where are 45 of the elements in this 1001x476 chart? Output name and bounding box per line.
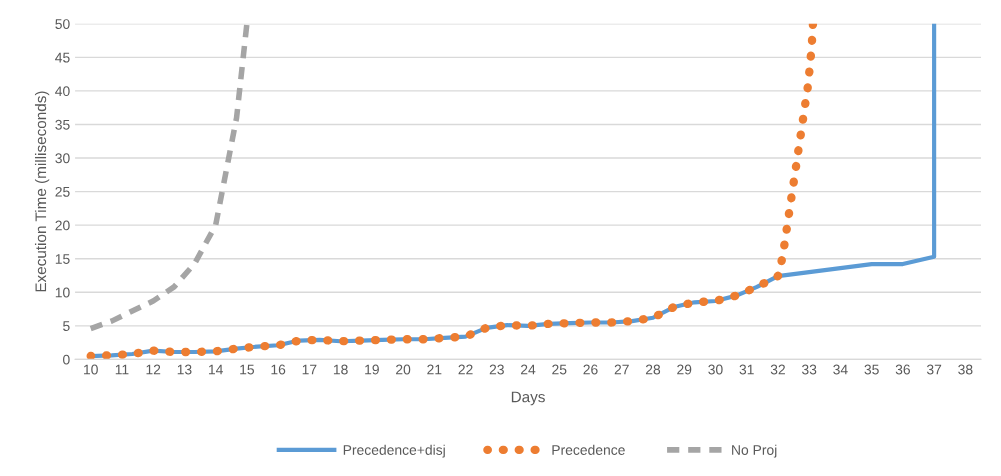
legend-label: No Proj: [732, 444, 777, 458]
y-tick-label: 0: [63, 354, 70, 365]
x-tick-label: 38: [958, 364, 973, 375]
legend-label: Precedence+disj: [343, 444, 445, 458]
y-tick-label: 40: [55, 86, 70, 97]
x-tick-label: 22: [458, 364, 473, 375]
x-tick-label: 14: [208, 364, 223, 375]
x-tick-label: 15: [240, 364, 255, 375]
x-tick-label: 21: [427, 364, 442, 375]
x-tick-label: 34: [833, 364, 848, 375]
x-tick-label: 10: [84, 364, 98, 375]
x-tick-label: 31: [739, 364, 754, 375]
x-tick-label: 35: [864, 364, 879, 375]
x-tick-label: 33: [801, 364, 817, 375]
x-tick-label: 36: [895, 364, 910, 375]
x-tick-label: 20: [396, 364, 411, 375]
y-tick-label: 5: [63, 321, 70, 331]
x-tick-label: 16: [271, 364, 286, 375]
y-tick-label: 30: [55, 153, 70, 164]
x-tick-label: 23: [489, 364, 504, 375]
y-tick-label: 25: [55, 186, 70, 197]
x-tick-label: 28: [645, 364, 661, 375]
x-tick-label: 17: [302, 364, 317, 375]
x-tick-label: 37: [926, 364, 942, 375]
x-tick-label: 18: [333, 364, 348, 375]
legend-label: Precedence: [552, 444, 625, 455]
x-tick-label: 12: [146, 364, 161, 375]
y-tick-label: 15: [55, 254, 70, 264]
y-tick-label: 35: [55, 119, 70, 130]
y-tick-label: 20: [55, 220, 70, 231]
y-tick-label: 45: [55, 52, 70, 63]
x-tick-label: 25: [552, 364, 567, 375]
x-tick-label: 13: [177, 364, 192, 375]
x-tick-label: 11: [115, 364, 129, 375]
x-tick-label: 24: [521, 364, 536, 375]
y-tick-label: 50: [55, 19, 70, 29]
x-axis-title: Days: [511, 391, 545, 406]
x-tick-label: 26: [583, 364, 598, 375]
x-tick-label: 30: [708, 364, 723, 375]
x-tick-label: 19: [365, 364, 379, 375]
y-axis-title: Execution Time (milliseconds): [34, 91, 50, 292]
y-tick-label: 10: [55, 287, 70, 298]
x-tick-label: 32: [770, 364, 785, 375]
x-tick-label: 27: [614, 364, 629, 375]
x-tick-label: 29: [677, 364, 692, 375]
